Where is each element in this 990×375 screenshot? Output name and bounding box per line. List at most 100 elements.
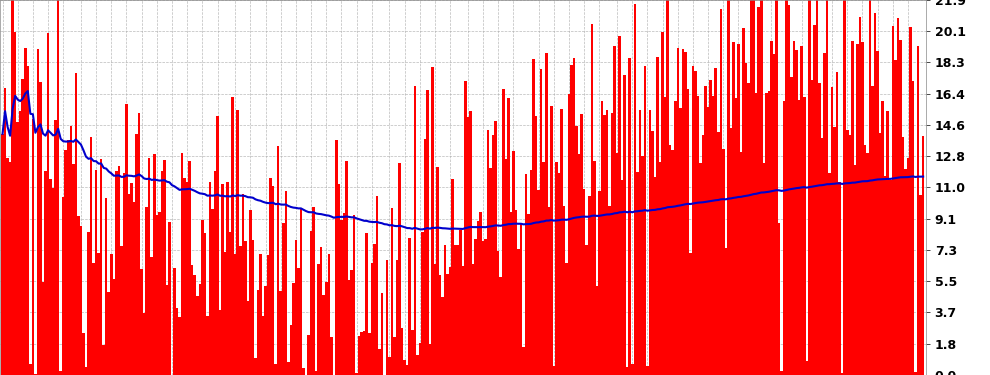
Bar [82,333,85,375]
Bar [45,171,47,375]
Bar [648,110,651,375]
Bar [56,0,59,375]
Bar [570,65,573,375]
Bar [105,198,108,375]
Bar [811,80,813,375]
Bar [920,195,922,375]
Bar [277,146,279,375]
Bar [555,162,557,375]
Bar [439,275,442,375]
Bar [735,98,738,375]
Bar [469,111,471,375]
Bar [598,191,601,375]
Bar [500,277,502,375]
Bar [874,12,876,375]
Bar [256,290,259,375]
Bar [707,106,710,375]
Bar [772,54,775,375]
Bar [765,93,767,375]
Bar [591,24,593,375]
Bar [19,111,22,375]
Bar [646,366,648,375]
Bar [494,121,497,375]
Bar [426,90,429,375]
Bar [722,149,725,375]
Bar [196,296,199,375]
Bar [87,232,90,375]
Bar [274,364,277,375]
Bar [879,133,881,375]
Bar [79,226,82,375]
Bar [730,128,733,375]
Bar [601,100,603,375]
Bar [510,212,512,375]
Bar [92,263,95,375]
Bar [219,310,222,375]
Bar [406,365,409,375]
Bar [897,18,899,375]
Bar [456,244,459,375]
Bar [352,214,355,375]
Bar [259,254,261,375]
Bar [320,247,323,375]
Bar [697,96,699,375]
Bar [525,174,528,375]
Bar [836,72,839,375]
Bar [904,169,907,375]
Bar [710,80,712,375]
Bar [869,0,871,375]
Bar [826,0,829,375]
Bar [216,116,219,375]
Bar [136,134,138,375]
Bar [74,74,77,375]
Bar [482,241,484,375]
Bar [403,360,406,375]
Bar [448,267,451,375]
Bar [279,291,282,375]
Bar [801,46,803,375]
Bar [11,0,14,375]
Bar [378,350,380,375]
Bar [199,284,201,375]
Bar [138,113,141,375]
Bar [795,50,798,375]
Bar [629,58,631,375]
Bar [512,151,515,375]
Bar [644,66,646,375]
Bar [552,366,555,375]
Bar [863,145,866,375]
Bar [557,173,560,375]
Bar [204,232,206,375]
Bar [444,245,446,375]
Bar [720,9,722,375]
Bar [323,296,325,375]
Bar [767,91,770,375]
Bar [694,71,697,375]
Bar [671,150,674,375]
Bar [295,240,297,375]
Bar [775,0,778,375]
Bar [310,231,312,375]
Bar [575,126,578,375]
Bar [269,178,272,375]
Bar [580,114,583,375]
Bar [67,140,69,375]
Bar [393,337,396,375]
Bar [752,0,755,375]
Bar [416,355,419,375]
Bar [902,137,904,375]
Bar [464,81,466,375]
Bar [818,84,821,375]
Bar [146,207,148,375]
Bar [365,233,368,375]
Bar [373,244,375,375]
Bar [232,97,234,375]
Bar [328,255,330,375]
Bar [123,173,125,375]
Bar [206,316,209,375]
Bar [181,153,183,375]
Bar [783,101,785,375]
Bar [550,106,552,375]
Bar [120,246,123,375]
Bar [133,202,136,375]
